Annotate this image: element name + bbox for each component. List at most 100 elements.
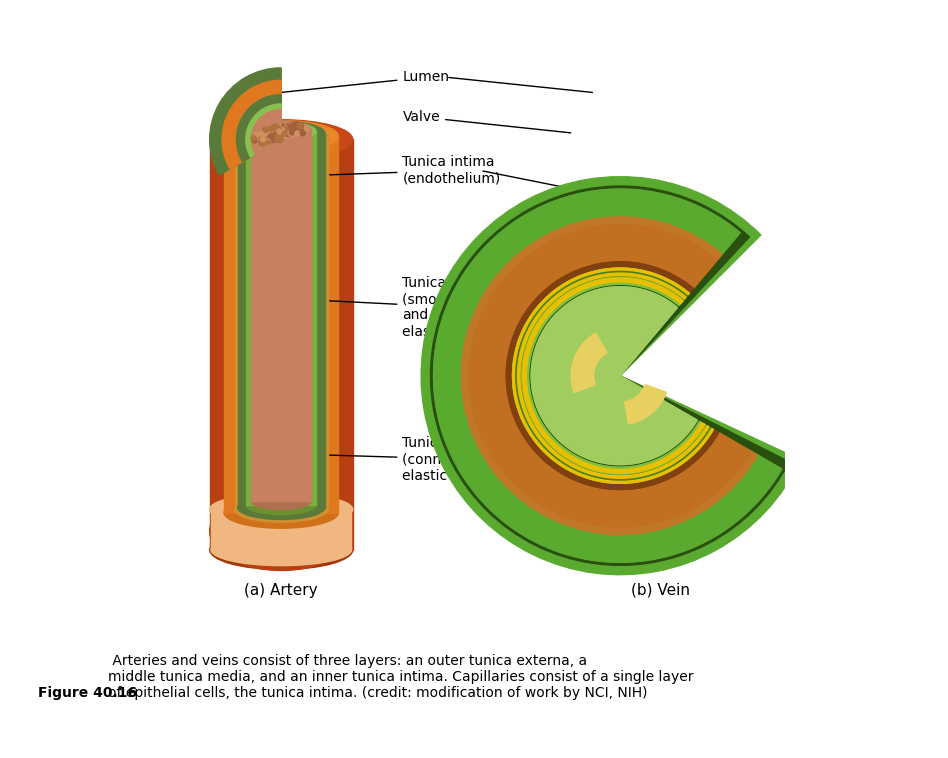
Circle shape: [290, 133, 295, 137]
Circle shape: [276, 127, 281, 132]
Circle shape: [259, 129, 264, 133]
Polygon shape: [433, 190, 782, 562]
Circle shape: [265, 132, 270, 136]
Wedge shape: [222, 80, 282, 169]
Text: Figure 40.16: Figure 40.16: [38, 686, 137, 700]
Circle shape: [291, 121, 296, 127]
Circle shape: [261, 141, 265, 146]
Ellipse shape: [210, 530, 353, 569]
Circle shape: [278, 136, 283, 142]
Circle shape: [295, 130, 300, 135]
Circle shape: [262, 130, 266, 136]
Circle shape: [258, 133, 263, 139]
Circle shape: [276, 133, 281, 139]
Circle shape: [295, 130, 301, 135]
Circle shape: [271, 138, 276, 143]
Circle shape: [273, 136, 278, 142]
Circle shape: [271, 125, 276, 130]
Circle shape: [273, 130, 278, 134]
Circle shape: [276, 127, 281, 132]
Circle shape: [282, 125, 286, 130]
Circle shape: [260, 133, 264, 137]
Text: Tunica media
(smooth muscle
and
elastic fibers): Tunica media (smooth muscle and elastic …: [275, 276, 514, 339]
Circle shape: [277, 125, 283, 130]
Wedge shape: [421, 177, 800, 575]
Circle shape: [277, 128, 283, 133]
Polygon shape: [462, 217, 757, 534]
Polygon shape: [572, 334, 607, 393]
Circle shape: [278, 127, 283, 132]
Polygon shape: [625, 385, 666, 424]
Ellipse shape: [238, 121, 325, 145]
Ellipse shape: [212, 494, 350, 525]
Text: (a) Artery: (a) Artery: [245, 583, 318, 598]
Polygon shape: [513, 268, 713, 484]
Ellipse shape: [210, 492, 353, 571]
Circle shape: [265, 139, 271, 144]
Polygon shape: [506, 262, 719, 490]
Circle shape: [274, 136, 279, 141]
Circle shape: [284, 127, 290, 133]
Circle shape: [258, 125, 263, 130]
Circle shape: [279, 127, 283, 132]
Circle shape: [297, 124, 302, 129]
Polygon shape: [519, 274, 708, 477]
Circle shape: [273, 126, 278, 130]
Circle shape: [280, 130, 284, 134]
Circle shape: [276, 136, 282, 142]
Circle shape: [282, 123, 286, 127]
Bar: [224, 136, 338, 512]
Text: Valve: Valve: [403, 110, 571, 133]
Circle shape: [264, 130, 269, 136]
Circle shape: [279, 128, 283, 133]
Circle shape: [283, 125, 287, 130]
Circle shape: [283, 127, 288, 132]
Circle shape: [257, 132, 263, 136]
Circle shape: [261, 136, 265, 142]
Circle shape: [275, 124, 281, 129]
Circle shape: [270, 124, 275, 130]
Circle shape: [270, 127, 275, 132]
Circle shape: [278, 133, 283, 139]
Circle shape: [272, 137, 277, 143]
Circle shape: [269, 124, 275, 129]
Wedge shape: [430, 186, 789, 565]
Circle shape: [295, 124, 301, 130]
Circle shape: [276, 130, 282, 135]
Circle shape: [299, 124, 303, 128]
Bar: [211, 509, 352, 550]
Circle shape: [277, 129, 282, 134]
Wedge shape: [246, 104, 282, 157]
Circle shape: [264, 133, 269, 138]
Polygon shape: [522, 277, 705, 474]
Circle shape: [272, 133, 277, 138]
Circle shape: [263, 127, 268, 132]
Circle shape: [279, 126, 284, 131]
Polygon shape: [518, 273, 709, 478]
Circle shape: [277, 129, 282, 134]
Circle shape: [270, 134, 275, 139]
Circle shape: [272, 124, 277, 130]
Circle shape: [286, 125, 291, 130]
Circle shape: [280, 126, 285, 131]
Circle shape: [283, 127, 288, 132]
Circle shape: [300, 128, 304, 133]
Ellipse shape: [246, 122, 316, 141]
Circle shape: [263, 128, 267, 133]
Circle shape: [295, 131, 300, 136]
Circle shape: [294, 122, 299, 127]
Circle shape: [251, 136, 256, 141]
Ellipse shape: [246, 496, 316, 515]
Circle shape: [278, 125, 283, 130]
Circle shape: [280, 127, 284, 132]
Circle shape: [276, 135, 281, 140]
Polygon shape: [462, 217, 757, 534]
Circle shape: [270, 122, 275, 127]
Circle shape: [281, 124, 286, 128]
Ellipse shape: [210, 493, 353, 525]
Circle shape: [272, 124, 278, 130]
Circle shape: [283, 130, 288, 135]
Circle shape: [258, 130, 263, 136]
Circle shape: [259, 140, 264, 146]
Circle shape: [257, 132, 262, 137]
